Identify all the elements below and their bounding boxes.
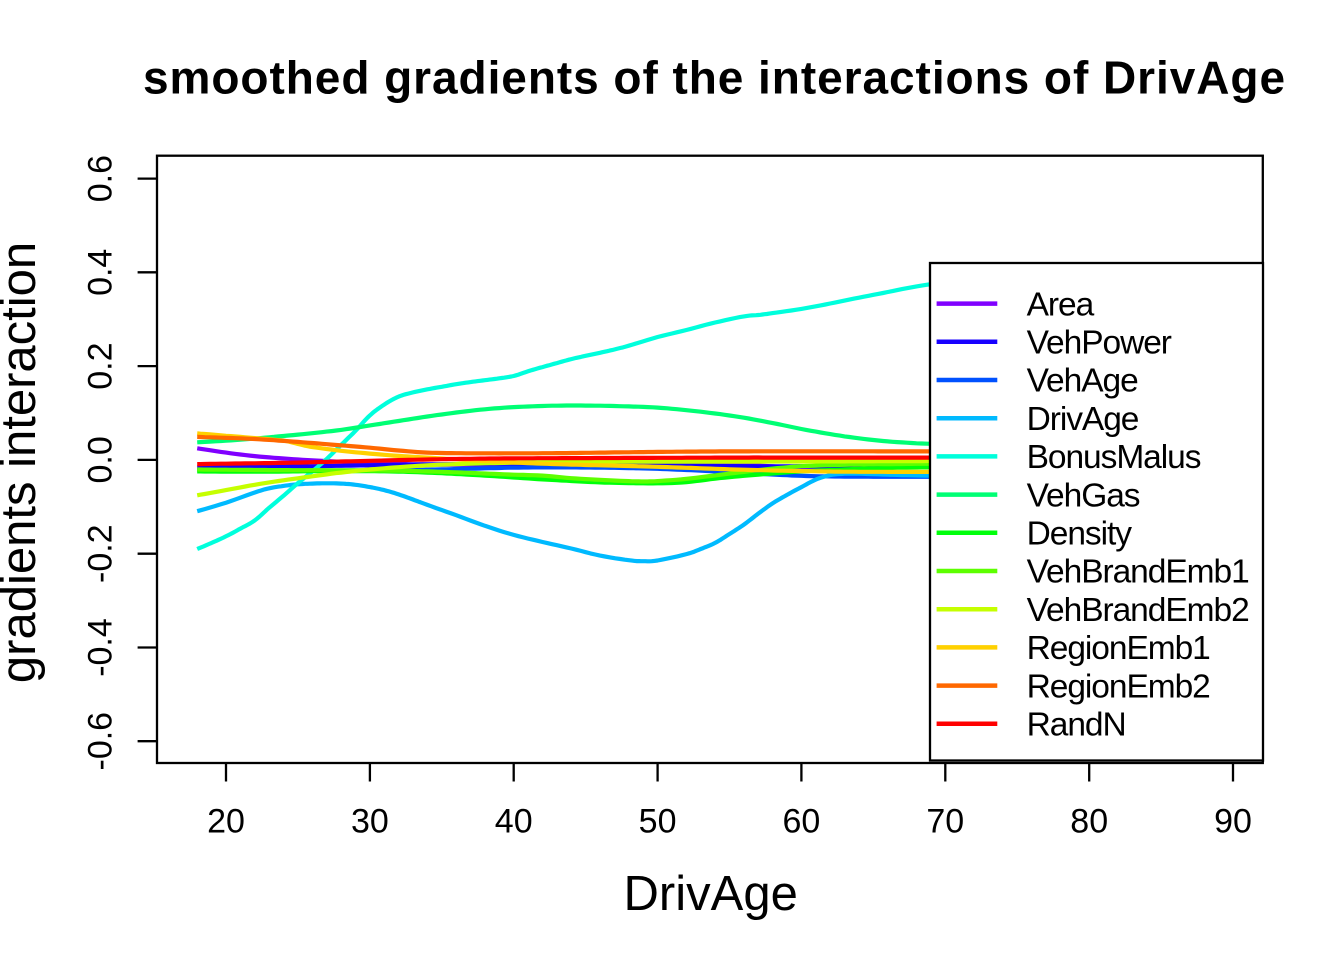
svg-text:VehBrandEmb2: VehBrandEmb2 xyxy=(1027,592,1249,629)
svg-text:gradients interaction: gradients interaction xyxy=(0,242,46,683)
svg-text:50: 50 xyxy=(639,803,677,841)
svg-text:RegionEmb2: RegionEmb2 xyxy=(1027,668,1210,705)
svg-text:-0.2: -0.2 xyxy=(81,524,119,583)
svg-text:DrivAge: DrivAge xyxy=(1027,401,1139,438)
svg-text:80: 80 xyxy=(1070,803,1108,841)
svg-text:Density: Density xyxy=(1027,516,1133,553)
svg-text:0.4: 0.4 xyxy=(81,249,119,296)
svg-text:-0.4: -0.4 xyxy=(81,618,119,677)
svg-text:0.2: 0.2 xyxy=(81,342,119,389)
svg-text:-0.6: -0.6 xyxy=(81,712,119,771)
svg-text:VehPower: VehPower xyxy=(1027,325,1172,362)
svg-text:30: 30 xyxy=(351,803,389,841)
svg-text:RandN: RandN xyxy=(1027,707,1126,744)
svg-text:90: 90 xyxy=(1214,803,1252,841)
svg-text:60: 60 xyxy=(782,803,820,841)
svg-text:0.6: 0.6 xyxy=(81,155,119,202)
svg-text:smoothed gradients of the inte: smoothed gradients of the interactions o… xyxy=(143,52,1286,104)
svg-text:RegionEmb1: RegionEmb1 xyxy=(1027,630,1210,667)
svg-text:VehGas: VehGas xyxy=(1027,477,1140,514)
svg-text:DrivAge: DrivAge xyxy=(624,867,798,921)
svg-text:Area: Area xyxy=(1027,286,1095,323)
svg-text:VehAge: VehAge xyxy=(1027,363,1138,400)
svg-text:BonusMalus: BonusMalus xyxy=(1027,439,1201,476)
svg-text:VehBrandEmb1: VehBrandEmb1 xyxy=(1027,554,1249,591)
svg-text:70: 70 xyxy=(926,803,964,841)
svg-text:40: 40 xyxy=(495,803,533,841)
svg-text:20: 20 xyxy=(207,803,245,841)
svg-text:0.0: 0.0 xyxy=(81,436,119,483)
